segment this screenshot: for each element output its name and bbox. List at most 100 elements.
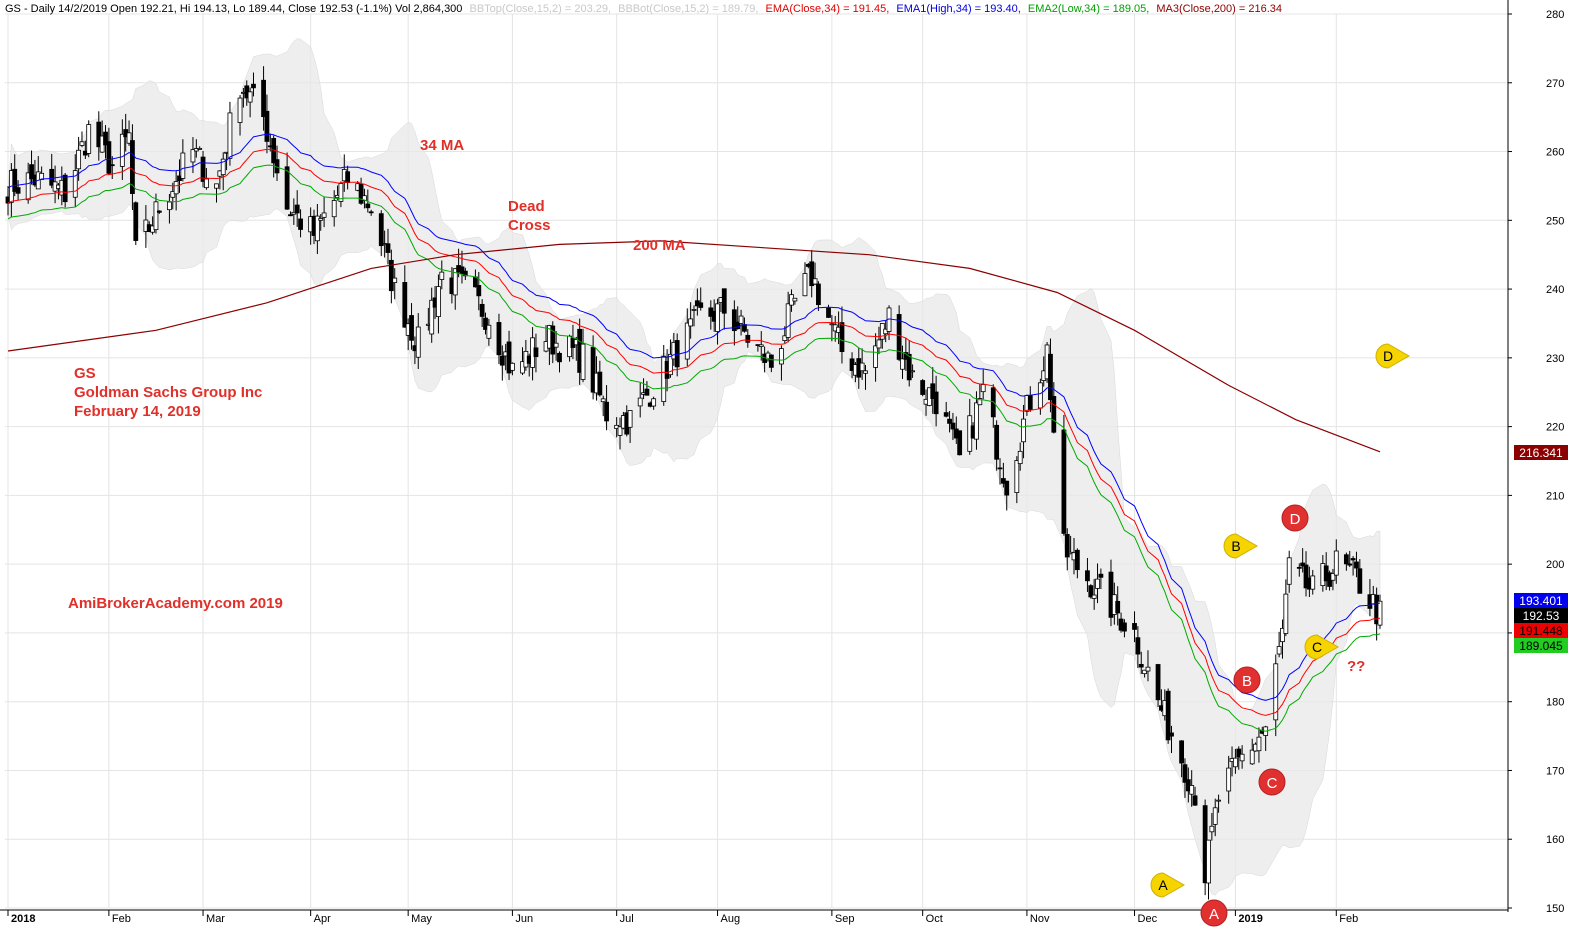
- candle-body: [321, 212, 327, 218]
- candle: [193, 139, 199, 158]
- candle: [900, 345, 905, 379]
- candle: [362, 188, 367, 209]
- x-tick-label: Oct: [926, 913, 943, 925]
- candle-body: [197, 147, 203, 150]
- candle-body: [826, 307, 831, 318]
- candle: [288, 211, 293, 217]
- candle: [483, 312, 488, 335]
- candle-body: [553, 342, 559, 348]
- y-tick-label: 200: [1546, 559, 1564, 571]
- candle: [1249, 738, 1255, 765]
- candle: [96, 111, 102, 161]
- candle-body: [1249, 749, 1255, 765]
- candle-body: [957, 430, 963, 456]
- candle: [86, 120, 92, 158]
- candle: [906, 340, 912, 387]
- moving-averages: [7, 133, 1381, 732]
- candle-body: [368, 211, 374, 214]
- candle-body: [153, 201, 159, 231]
- candle-body: [1206, 839, 1211, 884]
- candle: [1303, 551, 1309, 597]
- candle-body: [62, 174, 68, 203]
- candle: [321, 196, 327, 228]
- candle-body: [193, 148, 199, 152]
- candle: [1212, 798, 1218, 837]
- candle: [247, 87, 253, 118]
- candle: [1226, 755, 1232, 804]
- marker-red-a: A: [1200, 899, 1228, 927]
- y-tick-label: 280: [1546, 9, 1564, 21]
- candle: [180, 139, 186, 182]
- candle-body: [1233, 757, 1238, 768]
- candle: [859, 348, 865, 380]
- candle-body: [651, 398, 657, 407]
- candle: [486, 318, 492, 346]
- y-tick-label: 260: [1546, 147, 1564, 159]
- candle-body: [1017, 450, 1023, 465]
- candle-body: [745, 334, 751, 343]
- candle: [479, 299, 485, 328]
- candle: [721, 288, 727, 330]
- candle-body: [119, 133, 125, 167]
- candle-body: [1286, 557, 1292, 585]
- candle-body: [388, 259, 394, 292]
- candle: [1014, 456, 1020, 504]
- candle: [1283, 579, 1289, 637]
- candle-body: [251, 83, 256, 89]
- candle-body: [25, 172, 31, 201]
- candle: [237, 95, 243, 136]
- candle-body: [550, 325, 556, 355]
- candle: [604, 385, 609, 431]
- candle: [651, 396, 657, 410]
- y-tick-label: 270: [1546, 78, 1564, 90]
- candle-body: [378, 213, 384, 247]
- candle-body: [994, 424, 1000, 460]
- candle-body: [126, 132, 132, 144]
- candle: [1239, 745, 1245, 769]
- candle: [1091, 578, 1097, 610]
- candle: [109, 156, 115, 179]
- candle-body: [896, 314, 902, 360]
- candle-body: [668, 353, 673, 376]
- candle-body: [637, 397, 643, 407]
- candle: [284, 152, 290, 210]
- candle-body: [214, 183, 219, 189]
- candle-body: [688, 318, 694, 327]
- candle: [1004, 480, 1010, 511]
- candle-body: [974, 402, 979, 440]
- marker-red-d-text: D: [1290, 511, 1301, 528]
- candle-body: [15, 187, 21, 194]
- candle: [977, 383, 983, 406]
- candle: [1122, 619, 1127, 638]
- candle-body: [1061, 429, 1067, 534]
- candle-body: [284, 166, 290, 210]
- candle-body: [247, 91, 253, 103]
- candle: [785, 291, 791, 343]
- candle: [436, 274, 441, 334]
- candle-body: [1182, 764, 1188, 783]
- y-tick-label: 220: [1546, 422, 1564, 434]
- candle-body: [1209, 825, 1215, 833]
- candle: [684, 308, 690, 367]
- candle: [220, 152, 226, 191]
- marker-yellow-a-text: A: [1158, 877, 1168, 893]
- candle-body: [409, 315, 414, 341]
- candle: [715, 298, 720, 345]
- candle: [429, 287, 435, 343]
- candle-body: [402, 282, 408, 328]
- candle: [809, 250, 815, 298]
- candle: [1138, 651, 1144, 674]
- candle: [550, 321, 556, 364]
- candle: [133, 201, 139, 246]
- candle-body: [735, 321, 741, 330]
- candle-body: [429, 299, 435, 335]
- candle: [1377, 594, 1383, 629]
- candle-body: [977, 398, 983, 406]
- candle-body: [1226, 767, 1232, 792]
- candle: [1135, 626, 1141, 668]
- candle-body: [782, 335, 788, 342]
- chart-header: GS - Daily 14/2/2019 Open 192.21, Hi 194…: [5, 3, 1282, 15]
- candle: [318, 214, 324, 231]
